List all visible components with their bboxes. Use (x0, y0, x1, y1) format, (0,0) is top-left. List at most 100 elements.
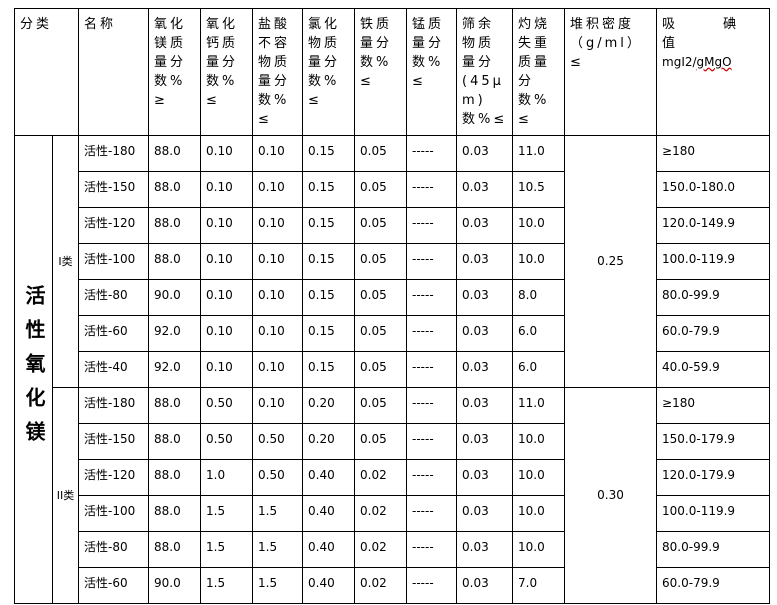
cell-iron: 0.05 (354, 207, 408, 244)
header-name: 名称 (78, 8, 150, 136)
cell-iron: 0.02 (354, 495, 408, 532)
cell-sieve-residue: 0.03 (456, 531, 514, 568)
cell-cao: 0.10 (200, 351, 254, 388)
cell-iodine-value: ≥180 (656, 387, 771, 424)
header-cao: 氧化钙质量分数%≤ (200, 8, 254, 136)
cell-chloride: 0.15 (302, 315, 356, 352)
cell-name: 活性-120 (78, 207, 150, 244)
cell-chloride: 0.20 (302, 423, 356, 460)
cell-iron: 0.05 (354, 171, 408, 208)
cell-loss-on-ignition: 10.5 (512, 171, 566, 208)
cell-mgo: 92.0 (148, 351, 202, 388)
cell-acid-insoluble: 0.10 (252, 315, 304, 352)
header-sieve-residue: 筛余物质量分(45μm)数%≤ (456, 8, 514, 136)
header-category: 分类 (13, 8, 80, 136)
cell-acid-insoluble: 0.50 (252, 423, 304, 460)
table-row: 活性-150 88.0 0.50 0.50 0.20 0.05 ----- 0.03 10.0 1… (15, 423, 771, 460)
cell-acid-insoluble: 0.50 (252, 459, 304, 496)
table-row: 活性-60 92.0 0.10 0.10 0.15 0.05 ----- 0.03 6.0 60.… (15, 315, 771, 352)
cell-loss-on-ignition: 10.0 (512, 423, 566, 460)
cell-chloride: 0.40 (302, 459, 356, 496)
table-row: 活性氧化镁 I类 活性-180 88.0 0.10 0.10 0.15 0.05 ----- 0.… (14, 135, 771, 604)
cell-iodine-value: ≥180 (656, 135, 771, 172)
cell-iron: 0.05 (354, 315, 408, 352)
cell-loss-on-ignition: 6.0 (512, 315, 566, 352)
cell-manganese: ----- (406, 279, 458, 316)
cell-name: 活性-100 (78, 495, 150, 532)
header-row: 分类 名称 氧化镁质量分数%≥ 氧化钙质量分数%≤ 盐酸不容物质量分数%≤ 氯化… (13, 8, 771, 136)
cell-mgo: 92.0 (148, 315, 202, 352)
cell-cao: 0.10 (200, 135, 254, 172)
cell-name: 活性-180 (78, 387, 150, 424)
cell-chloride: 0.15 (302, 351, 356, 388)
cell-iodine-value: 80.0-99.9 (656, 531, 771, 568)
cell-loss-on-ignition: 11.0 (512, 387, 566, 424)
cell-manganese: ----- (406, 243, 458, 280)
header-mgo: 氧化镁质量分数%≥ (148, 8, 202, 136)
table-row: 活性-80 88.0 1.5 1.5 0.40 0.02 ----- 0.03 10.0 80.0… (15, 531, 771, 568)
cell-acid-insoluble: 1.5 (252, 531, 304, 568)
cell-cao: 0.10 (200, 243, 254, 280)
iodine-unit: mgI2/gMgO (662, 55, 732, 69)
cell-manganese: ----- (406, 387, 458, 424)
cell-iodine-value: 120.0-149.9 (656, 207, 771, 244)
cell-bulk-density: 0.25 (564, 135, 658, 388)
table-row: 活性-60 90.0 1.5 1.5 0.40 0.02 ----- 0.03 7.0 60.0-… (15, 567, 771, 604)
cell-iron: 0.05 (354, 279, 408, 316)
table-row: 活性-40 92.0 0.10 0.10 0.15 0.05 ----- 0.03 6.0 40.… (15, 351, 771, 388)
cell-iodine-value: 150.0-179.9 (656, 423, 771, 460)
cell-manganese: ----- (406, 315, 458, 352)
table-row: 活性-120 88.0 1.0 0.50 0.40 0.02 ----- 0.03 10.0 12… (15, 459, 771, 496)
cell-manganese: ----- (406, 207, 458, 244)
header-iron: 铁质量分数%≤ (354, 8, 408, 136)
cell-iron: 0.05 (354, 387, 408, 424)
cell-chloride: 0.40 (302, 495, 356, 532)
cell-mgo: 88.0 (148, 495, 202, 532)
cell-chloride: 0.40 (302, 531, 356, 568)
cell-mgo: 88.0 (148, 171, 202, 208)
cell-name: 活性-80 (78, 531, 150, 568)
cell-mgo: 90.0 (148, 279, 202, 316)
cell-loss-on-ignition: 7.0 (512, 567, 566, 604)
cell-iodine-value: 40.0-59.9 (656, 351, 771, 388)
cell-name: 活性-80 (78, 279, 150, 316)
cell-name: 活性-120 (78, 459, 150, 496)
cell-name: 活性-60 (78, 315, 150, 352)
magnesium-oxide-spec-table: 分类 名称 氧化镁质量分数%≥ 氧化钙质量分数%≤ 盐酸不容物质量分数%≤ 氯化… (13, 8, 771, 604)
cell-sieve-residue: 0.03 (456, 423, 514, 460)
cell-manganese: ----- (406, 531, 458, 568)
cell-manganese: ----- (406, 351, 458, 388)
cell-acid-insoluble: 0.10 (252, 243, 304, 280)
iodine-label: 吸 碘 值 (662, 17, 759, 51)
cell-mgo: 88.0 (148, 459, 202, 496)
header-loss-on-ignition: 灼烧失重质量分数%≤ (512, 8, 566, 136)
cell-acid-insoluble: 0.10 (252, 171, 304, 208)
cell-iron: 0.05 (354, 423, 408, 460)
cell-chloride: 0.15 (302, 207, 356, 244)
iodine-unit-b: gMgO (696, 55, 732, 69)
header-bulk-density: 堆积密度（g/ml）≤ (564, 8, 658, 136)
header-acid-insoluble: 盐酸不容物质量分数%≤ (252, 8, 304, 136)
cell-mgo: 88.0 (148, 207, 202, 244)
table-row: 活性-150 88.0 0.10 0.10 0.15 0.05 ----- 0.03 10.5 1… (15, 171, 771, 208)
cell-mgo: 88.0 (148, 135, 202, 172)
cell-chloride: 0.15 (302, 135, 356, 172)
iodine-unit-a: mgI2/ (662, 55, 697, 69)
cell-mgo: 88.0 (148, 423, 202, 460)
cell-cao: 0.10 (200, 279, 254, 316)
group-label: I类 (51, 135, 80, 388)
cell-sieve-residue: 0.03 (456, 135, 514, 172)
cell-sieve-residue: 0.03 (456, 351, 514, 388)
header-chloride: 氯化物质量分数%≤ (302, 8, 356, 136)
cell-name: 活性-150 (78, 423, 150, 460)
table-row: 活性-100 88.0 0.10 0.10 0.15 0.05 ----- 0.03 10.0 1… (15, 243, 771, 280)
cell-sieve-residue: 0.03 (456, 315, 514, 352)
cell-sieve-residue: 0.03 (456, 495, 514, 532)
cell-loss-on-ignition: 11.0 (512, 135, 566, 172)
cell-iron: 0.05 (354, 135, 408, 172)
cell-acid-insoluble: 0.10 (252, 351, 304, 388)
cell-name: 活性-60 (78, 567, 150, 604)
cell-sieve-residue: 0.03 (456, 171, 514, 208)
cell-iron: 0.05 (354, 351, 408, 388)
cell-cao: 1.0 (200, 459, 254, 496)
